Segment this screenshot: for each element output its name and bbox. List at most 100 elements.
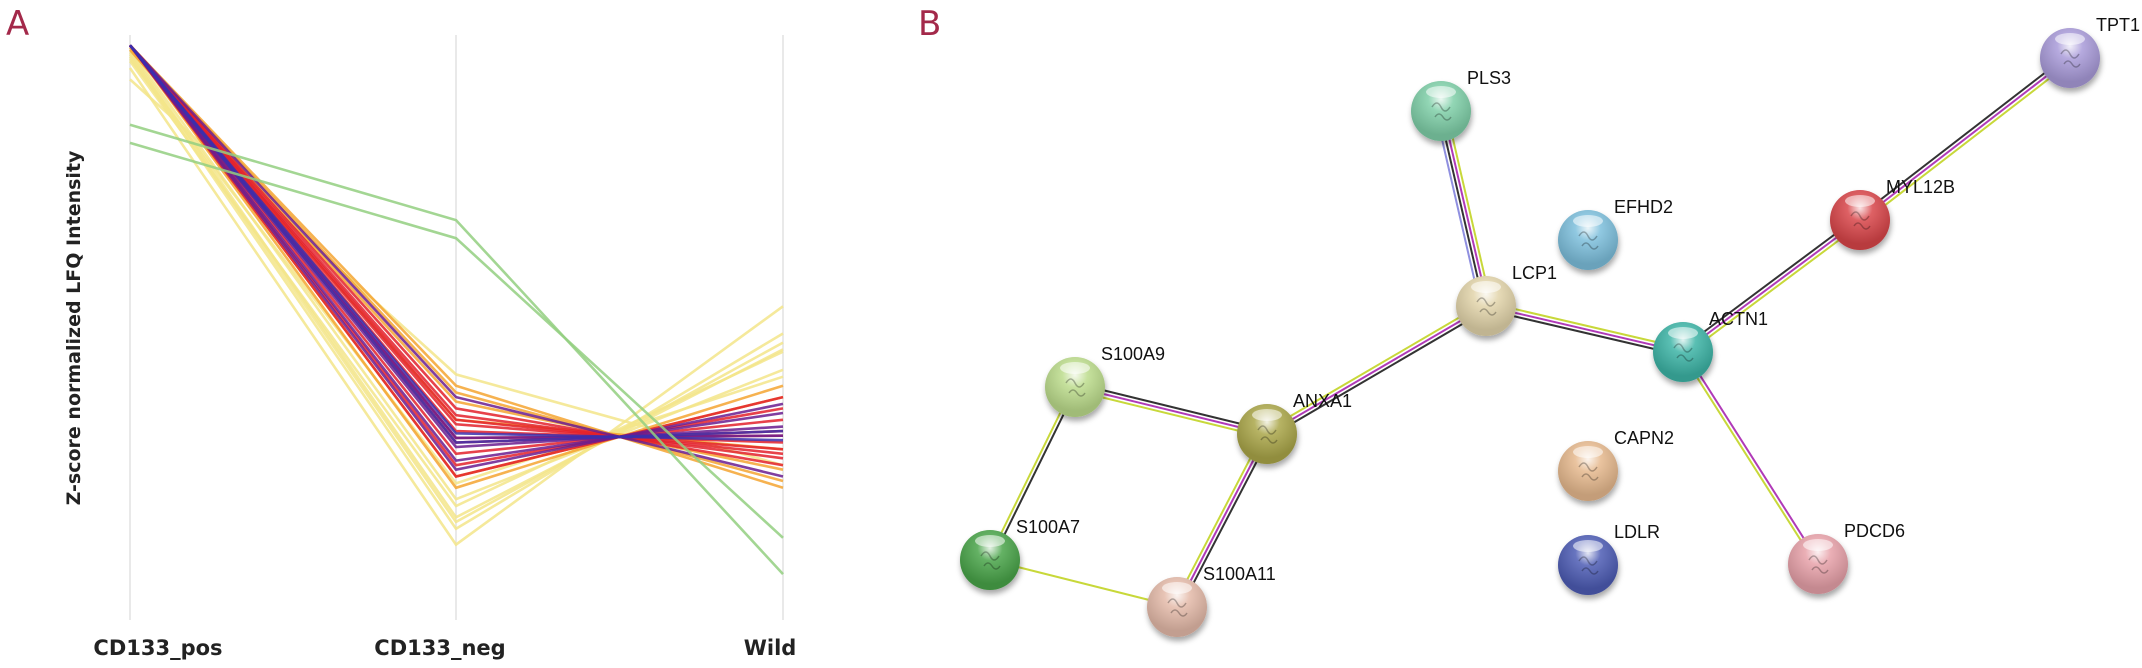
edge-stripe [1485, 305, 1684, 353]
node-s100a11[interactable]: S100A11 [1147, 564, 1276, 637]
node-highlight [1558, 441, 1618, 501]
node-gloss [1426, 86, 1456, 98]
edge-stripe [1859, 57, 2071, 221]
node-gloss [1845, 195, 1875, 207]
edge-S100A9-ANXA1 [1073, 382, 1269, 439]
node-label: CAPN2 [1614, 428, 1674, 448]
network-nodes: TPT1 PLS3 MYL12B EFHD2 LCP1 ACTN1 S100A9 ANXA1 C… [960, 15, 2140, 637]
edge-PLS3-LCP1 [1434, 109, 1493, 308]
series-line-purple [128, 44, 784, 462]
protein-structure-icon [1431, 102, 1452, 121]
series-line-green [129, 141, 784, 539]
node-myl12b[interactable]: MYL12B [1830, 177, 1955, 250]
series-line-red [129, 44, 784, 467]
series-line-orange [129, 44, 784, 490]
node-highlight [1045, 357, 1105, 417]
node-gloss [975, 535, 1005, 547]
node-lcp1[interactable]: LCP1 [1456, 263, 1557, 336]
node-highlight [1411, 81, 1471, 141]
node-s100a9[interactable]: S100A9 [1045, 344, 1165, 417]
edge-stripe [989, 559, 1178, 608]
node-gloss [1668, 327, 1698, 339]
node-tpt1[interactable]: TPT1 [2040, 15, 2140, 88]
node-highlight [1558, 210, 1618, 270]
edge-stripe [1682, 219, 1861, 353]
edge-ANXA1-S100A11 [1172, 431, 1272, 610]
node-gloss [1162, 582, 1192, 594]
node-gloss [1252, 409, 1282, 421]
edge-stripe [1680, 352, 1818, 566]
x-tick-label: CD133_neg [374, 636, 505, 660]
node-label: S100A9 [1101, 344, 1165, 364]
edge-stripe [990, 387, 1078, 562]
edge-stripe [987, 385, 1075, 560]
edge-stripe [1441, 110, 1489, 306]
protein-structure-icon [2060, 49, 2081, 68]
interaction-network: TPT1 PLS3 MYL12B EFHD2 LCP1 ACTN1 S100A9 ANXA1 C… [960, 15, 2140, 637]
node-highlight [1653, 322, 1713, 382]
edge-stripe [1074, 386, 1268, 435]
node-gloss [1573, 215, 1603, 227]
node-capn2[interactable]: CAPN2 [1558, 428, 1674, 501]
protein-structure-icon [1167, 598, 1188, 617]
node-label: S100A11 [1203, 564, 1276, 584]
node-gloss [1573, 540, 1603, 552]
edge-stripe [1179, 435, 1272, 610]
series-line-blue [128, 44, 784, 444]
series-line-yellow [128, 67, 784, 547]
profile-lines [128, 44, 784, 575]
edge-LCP1-ACTN1 [1484, 301, 1685, 357]
edge-stripe [1683, 350, 1821, 564]
node-highlight [2040, 28, 2100, 88]
edge-stripe [1268, 308, 1489, 438]
node-actn1[interactable]: ACTN1 [1653, 309, 1768, 382]
edge-ACTN1-MYL12B [1680, 216, 1863, 356]
series-line-yellow [128, 53, 784, 524]
edge-stripe [1172, 431, 1265, 606]
edge-stripe [1266, 305, 1487, 435]
edge-stripe [1434, 111, 1482, 308]
edge-ACTN1-PDCD6 [1680, 350, 1821, 566]
node-efhd2[interactable]: EFHD2 [1558, 197, 1673, 270]
node-highlight [1830, 190, 1890, 250]
node-gloss [1573, 446, 1603, 458]
node-label: ACTN1 [1709, 309, 1768, 329]
edge-stripe [1445, 109, 1493, 306]
network-edges [987, 54, 2073, 610]
node-pdcd6[interactable]: PDCD6 [1788, 521, 1905, 594]
edge-stripe [1684, 222, 1863, 356]
edge-stripe [1680, 216, 1859, 350]
series-line-red [129, 44, 784, 460]
protein-structure-icon [1578, 462, 1599, 481]
node-label: TPT1 [2096, 15, 2140, 35]
protein-structure-icon [1578, 231, 1599, 250]
node-gloss [1060, 362, 1090, 374]
node-label: LCP1 [1512, 263, 1557, 283]
node-label: S100A7 [1016, 517, 1080, 537]
node-gloss [1803, 539, 1833, 551]
panel-label-b: B [918, 4, 941, 44]
protein-structure-icon [1476, 297, 1497, 316]
protein-structure-icon [1850, 211, 1871, 230]
node-pls3[interactable]: PLS3 [1411, 68, 1511, 141]
series-line-yellow [128, 55, 784, 531]
series-line-red [128, 44, 784, 456]
node-anxa1[interactable]: ANXA1 [1237, 391, 1352, 464]
node-gloss [1471, 281, 1501, 293]
edge-MYL12B-TPT1 [1857, 54, 2073, 224]
node-label: PDCD6 [1844, 521, 1905, 541]
profile-chart: Z-score normalized LFQ Intensity CD133_p… [63, 35, 796, 660]
node-s100a7[interactable]: S100A7 [960, 517, 1080, 590]
node-ldlr[interactable]: LDLR [1558, 522, 1660, 595]
edge-stripe [1861, 60, 2073, 224]
node-highlight [960, 530, 1020, 590]
series-line-yellow [128, 58, 784, 485]
edge-stripe [1176, 433, 1268, 608]
protein-structure-icon [1578, 556, 1599, 575]
series-line-red [129, 44, 784, 451]
series-line-purple [128, 44, 784, 472]
node-label: LDLR [1614, 522, 1660, 542]
node-highlight [1147, 577, 1207, 637]
node-highlight [1788, 534, 1848, 594]
series-line-orange [128, 44, 784, 490]
